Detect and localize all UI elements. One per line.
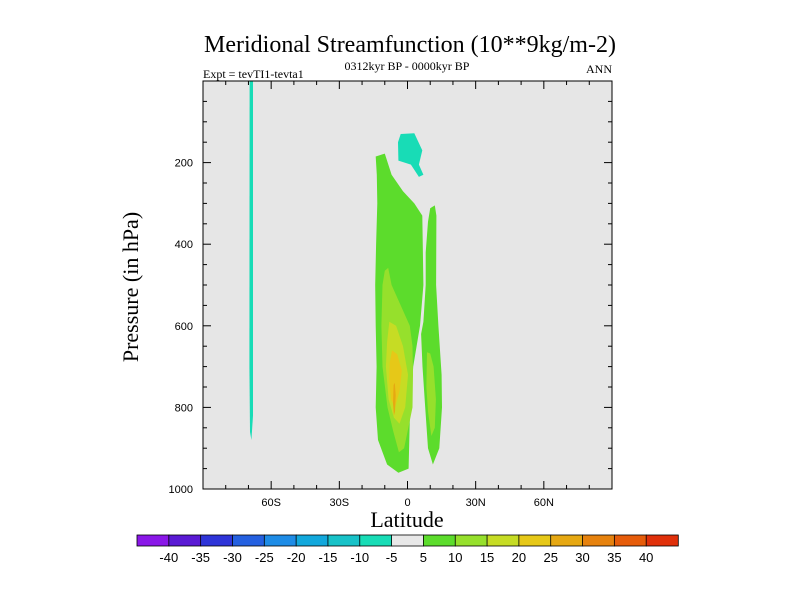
colorbar-label: 30 — [575, 550, 589, 565]
colorbar-swatch — [200, 534, 234, 547]
y-axis-label: Pressure (in hPa) — [118, 212, 143, 362]
contour-south-cell-20 — [389, 350, 402, 408]
colorbar: -40 -35 -30 -25 -20 -15 -10 -5 5 10 15 20 25 30 35 40 — [136, 534, 679, 565]
x-tick-label: 60N — [534, 497, 554, 509]
colorbar-label: -10 — [350, 550, 369, 565]
colorbar-swatch — [423, 534, 456, 547]
colorbar-label: 10 — [448, 550, 462, 565]
colorbar-label: -30 — [223, 550, 242, 565]
colorbar-swatch — [518, 534, 552, 547]
colorbar-label: 35 — [607, 550, 621, 565]
x-tick-label: 30S — [330, 497, 350, 509]
colorbar-swatch — [359, 534, 393, 547]
contour-upper-negative-blob — [398, 133, 424, 177]
y-tick-label: 1000 — [169, 484, 193, 496]
colorbar-label: 25 — [543, 550, 557, 565]
experiment-label: Expt = tevTI1-tevta1 — [203, 67, 304, 81]
contour-north-cell-outer — [421, 205, 442, 465]
x-axis-label: Latitude — [370, 507, 443, 532]
contour-south-cell-25 — [393, 382, 396, 416]
x-tick-label: 60S — [261, 497, 281, 509]
plot-area — [203, 81, 612, 489]
x-tick-label: 0 — [404, 497, 410, 509]
colorbar-swatch — [486, 534, 520, 547]
colorbar-label: -35 — [191, 550, 210, 565]
y-tick-label: 600 — [175, 321, 193, 333]
y-tick-label: 800 — [175, 402, 193, 414]
colorbar-swatch — [550, 534, 584, 547]
colorbar-label: -15 — [319, 550, 338, 565]
colorbar-swatch — [391, 534, 425, 547]
colorbar-swatch — [136, 534, 170, 547]
x-tick-label: 30N — [466, 497, 486, 509]
chart-title: Meridional Streamfunction (10**9kg/m-2) — [204, 32, 616, 58]
colorbar-swatch — [263, 534, 297, 547]
colorbar-label: -5 — [386, 550, 398, 565]
season-label: ANN — [586, 62, 612, 76]
contour-sh-negative-column — [249, 81, 253, 440]
colorbar-swatch — [645, 534, 679, 547]
y-tick-label: 200 — [175, 158, 193, 170]
colorbar-swatch — [168, 534, 202, 547]
colorbar-swatch — [454, 534, 488, 547]
colorbar-swatch — [232, 534, 265, 547]
colorbar-swatch — [327, 534, 361, 547]
contour-north-cell-10 — [426, 352, 436, 436]
colorbar-label: -25 — [255, 550, 274, 565]
colorbar-label: 5 — [420, 550, 427, 565]
y-tick-label: 400 — [175, 239, 193, 251]
colorbar-label: -20 — [287, 550, 306, 565]
time-range-label: 0312kyr BP - 0000kyr BP — [345, 59, 470, 73]
colorbar-label: -40 — [159, 550, 178, 565]
axes: 60S 30S 0 30N 60N 200 400 600 800 1000 — [169, 80, 613, 509]
colorbar-label: 15 — [480, 550, 494, 565]
colorbar-label: 40 — [639, 550, 653, 565]
colorbar-label: 20 — [512, 550, 526, 565]
colorbar-swatch — [582, 534, 616, 547]
colorbar-swatch — [295, 534, 329, 547]
colorbar-swatch — [613, 534, 647, 547]
